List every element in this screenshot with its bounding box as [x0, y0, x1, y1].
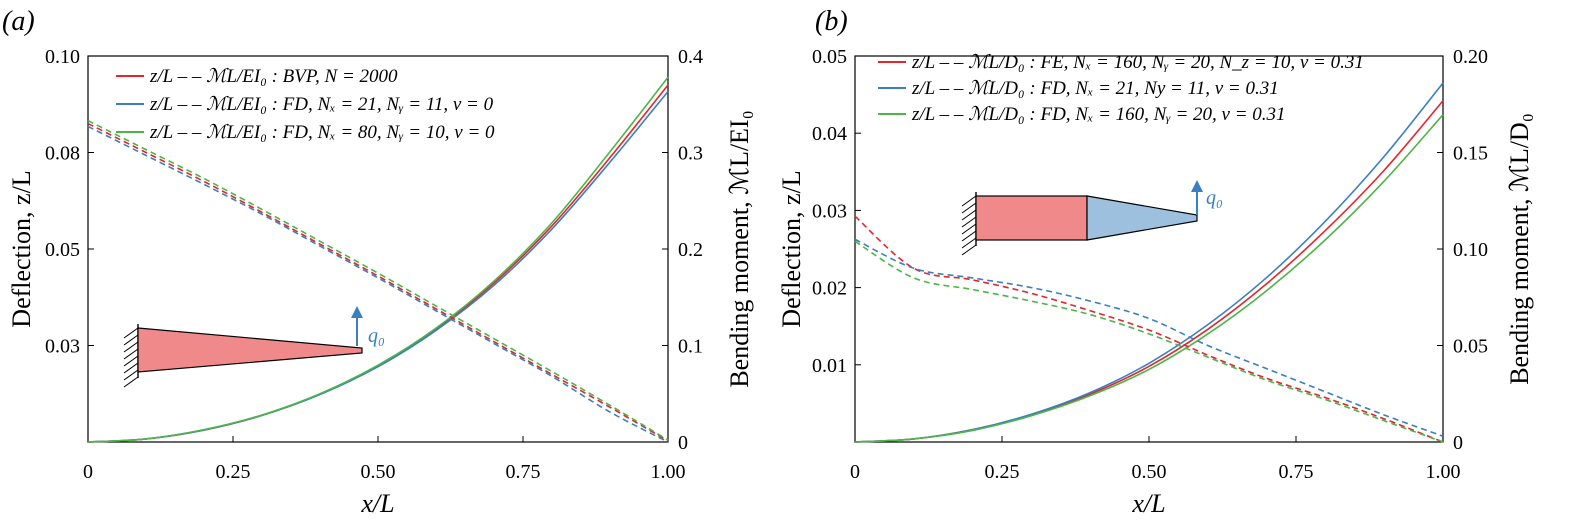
- series-line-2: [87, 76, 669, 443]
- y-right-tick-label: 0.20: [1453, 46, 1488, 68]
- y-right-tick-label: 0: [678, 432, 688, 454]
- y-left-tick-label: 0.04: [812, 123, 847, 145]
- clamp-hatch: [961, 209, 977, 221]
- x-tick-label: 0.75: [506, 461, 541, 483]
- series-line-2: [854, 114, 1444, 443]
- load-label: q₀: [368, 325, 385, 347]
- legend-entry-text: z/L – – ℳL/EI₀ : FD, Nₓ = 21, Nᵧ = 11, ν…: [149, 94, 494, 115]
- x-tick-label: 0.50: [1132, 461, 1167, 483]
- y-left-tick-label: 0.03: [812, 200, 847, 222]
- panel-b: (b) z/L – – ℳL/D₀ : FE, Nₓ = 160, Nᵧ = 2…: [777, 6, 1534, 518]
- clamp-hatch: [961, 195, 977, 207]
- panel-a-legend: z/L – – ℳL/EI₀ : BVP, N = 2000 z/L – – ℳL…: [116, 66, 495, 143]
- clamp-hatch: [961, 237, 977, 249]
- load-arrow-head: [1191, 180, 1203, 192]
- series-line-3: [87, 122, 669, 442]
- x-tick-label: 1.00: [651, 461, 686, 483]
- y-right-tick-label: 0.15: [1453, 143, 1488, 165]
- clamp-hatch: [123, 334, 139, 346]
- panel-a-axes: 0 0.25 0.50 0.75 1.00 0.03 0.05 0.08 0.10 0 0.1 0.2…: [7, 46, 754, 518]
- y-left-axis-label: Deflection, z/L: [7, 170, 36, 327]
- x-tick-label: 0.25: [985, 461, 1020, 483]
- y-left-axis-label: Deflection, z/L: [777, 170, 806, 327]
- panel-a-inset: q₀: [123, 306, 385, 388]
- panel-a-letter: (a): [2, 6, 35, 37]
- y-right-axis-label: Bending moment, ℳL/D₀: [1505, 113, 1534, 385]
- series-line-0: [854, 100, 1444, 443]
- panel-b-letter: (b): [815, 6, 848, 37]
- y-left-tick-label: 0.10: [45, 46, 80, 68]
- y-right-tick-label: 0.05: [1453, 336, 1488, 358]
- clamp-hatch: [123, 369, 139, 381]
- y-left-tick-label: 0.08: [45, 143, 80, 165]
- y-left-tick-label: 0.01: [812, 355, 847, 377]
- x-tick-label: 0: [83, 461, 93, 483]
- series-line-4: [87, 125, 669, 443]
- y-right-tick-label: 0: [1453, 432, 1463, 454]
- panel-b-legend: z/L – – ℳL/D₀ : FE, Nₓ = 160, Nᵧ = 20, N…: [878, 52, 1364, 125]
- beam-uniform-section: [975, 195, 1088, 241]
- clamp-hatch: [961, 202, 977, 214]
- series-line-1: [87, 91, 669, 443]
- series-line-5: [87, 119, 669, 441]
- series-line-1: [854, 82, 1444, 443]
- clamp-hatch: [123, 348, 139, 360]
- y-right-tick-label: 0.2: [678, 239, 703, 261]
- clamp-hatch: [961, 230, 977, 242]
- x-axis-label: x/L: [360, 489, 394, 518]
- clamp-hatch: [123, 362, 139, 374]
- y-right-tick-label: 0.4: [678, 46, 703, 68]
- y-left-tick-label: 0.05: [45, 239, 80, 261]
- y-left-tick-label: 0.03: [45, 336, 80, 358]
- x-tick-label: 0.25: [216, 461, 251, 483]
- clamp-hatch: [961, 223, 977, 235]
- x-tick-label: 0.50: [361, 461, 396, 483]
- y-right-tick-label: 0.10: [1453, 239, 1488, 261]
- x-tick-label: 0.75: [1279, 461, 1314, 483]
- series-line-3: [854, 215, 1444, 443]
- panel-b-axes: 0 0.25 0.50 0.75 1.00 0.01 0.02 0.03 0.04 0.05 0 0.…: [777, 46, 1534, 518]
- y-left-tick-label: 0.02: [812, 278, 847, 300]
- clamp-hatch: [123, 355, 139, 367]
- clamp-hatch: [123, 341, 139, 353]
- y-left-tick-label: 0.05: [812, 46, 847, 68]
- beam-tapered-section: [1086, 195, 1198, 241]
- tapered-beam: [137, 327, 363, 373]
- clamp-hatch: [123, 327, 139, 339]
- clamp-hatch: [961, 216, 977, 228]
- legend-entry-text: z/L – – ℳL/EI₀ : BVP, N = 2000: [149, 66, 398, 87]
- panel-b-inset: q₀: [961, 180, 1223, 256]
- legend-entry-text: z/L – – ℳL/EI₀ : FD, Nₓ = 80, Nᵧ = 10, ν…: [149, 122, 495, 143]
- y-right-tick-label: 0.1: [678, 336, 703, 358]
- series-line-5: [854, 240, 1444, 443]
- y-right-axis-label: Bending moment, ℳL/EI₀: [725, 110, 754, 387]
- clamp-hatch: [123, 376, 139, 388]
- legend-entry-text: z/L – – ℳL/D₀ : FE, Nₓ = 160, Nᵧ = 20, N…: [911, 52, 1364, 73]
- load-label: q₀: [1206, 187, 1223, 209]
- y-right-tick-label: 0.3: [678, 143, 703, 165]
- x-axis-label: x/L: [1131, 489, 1165, 518]
- legend-entry-text: z/L – – ℳL/D₀ : FD, Nₓ = 160, Nᵧ = 20, ν…: [911, 104, 1286, 125]
- load-arrow-head: [351, 306, 363, 318]
- clamp-hatch: [961, 244, 977, 256]
- legend-entry-text: z/L – – ℳL/D₀ : FD, Nₓ = 21, Ny = 11, ν …: [911, 78, 1279, 99]
- series-line-4: [854, 238, 1444, 437]
- x-tick-label: 0: [850, 461, 860, 483]
- x-tick-label: 1.00: [1426, 461, 1461, 483]
